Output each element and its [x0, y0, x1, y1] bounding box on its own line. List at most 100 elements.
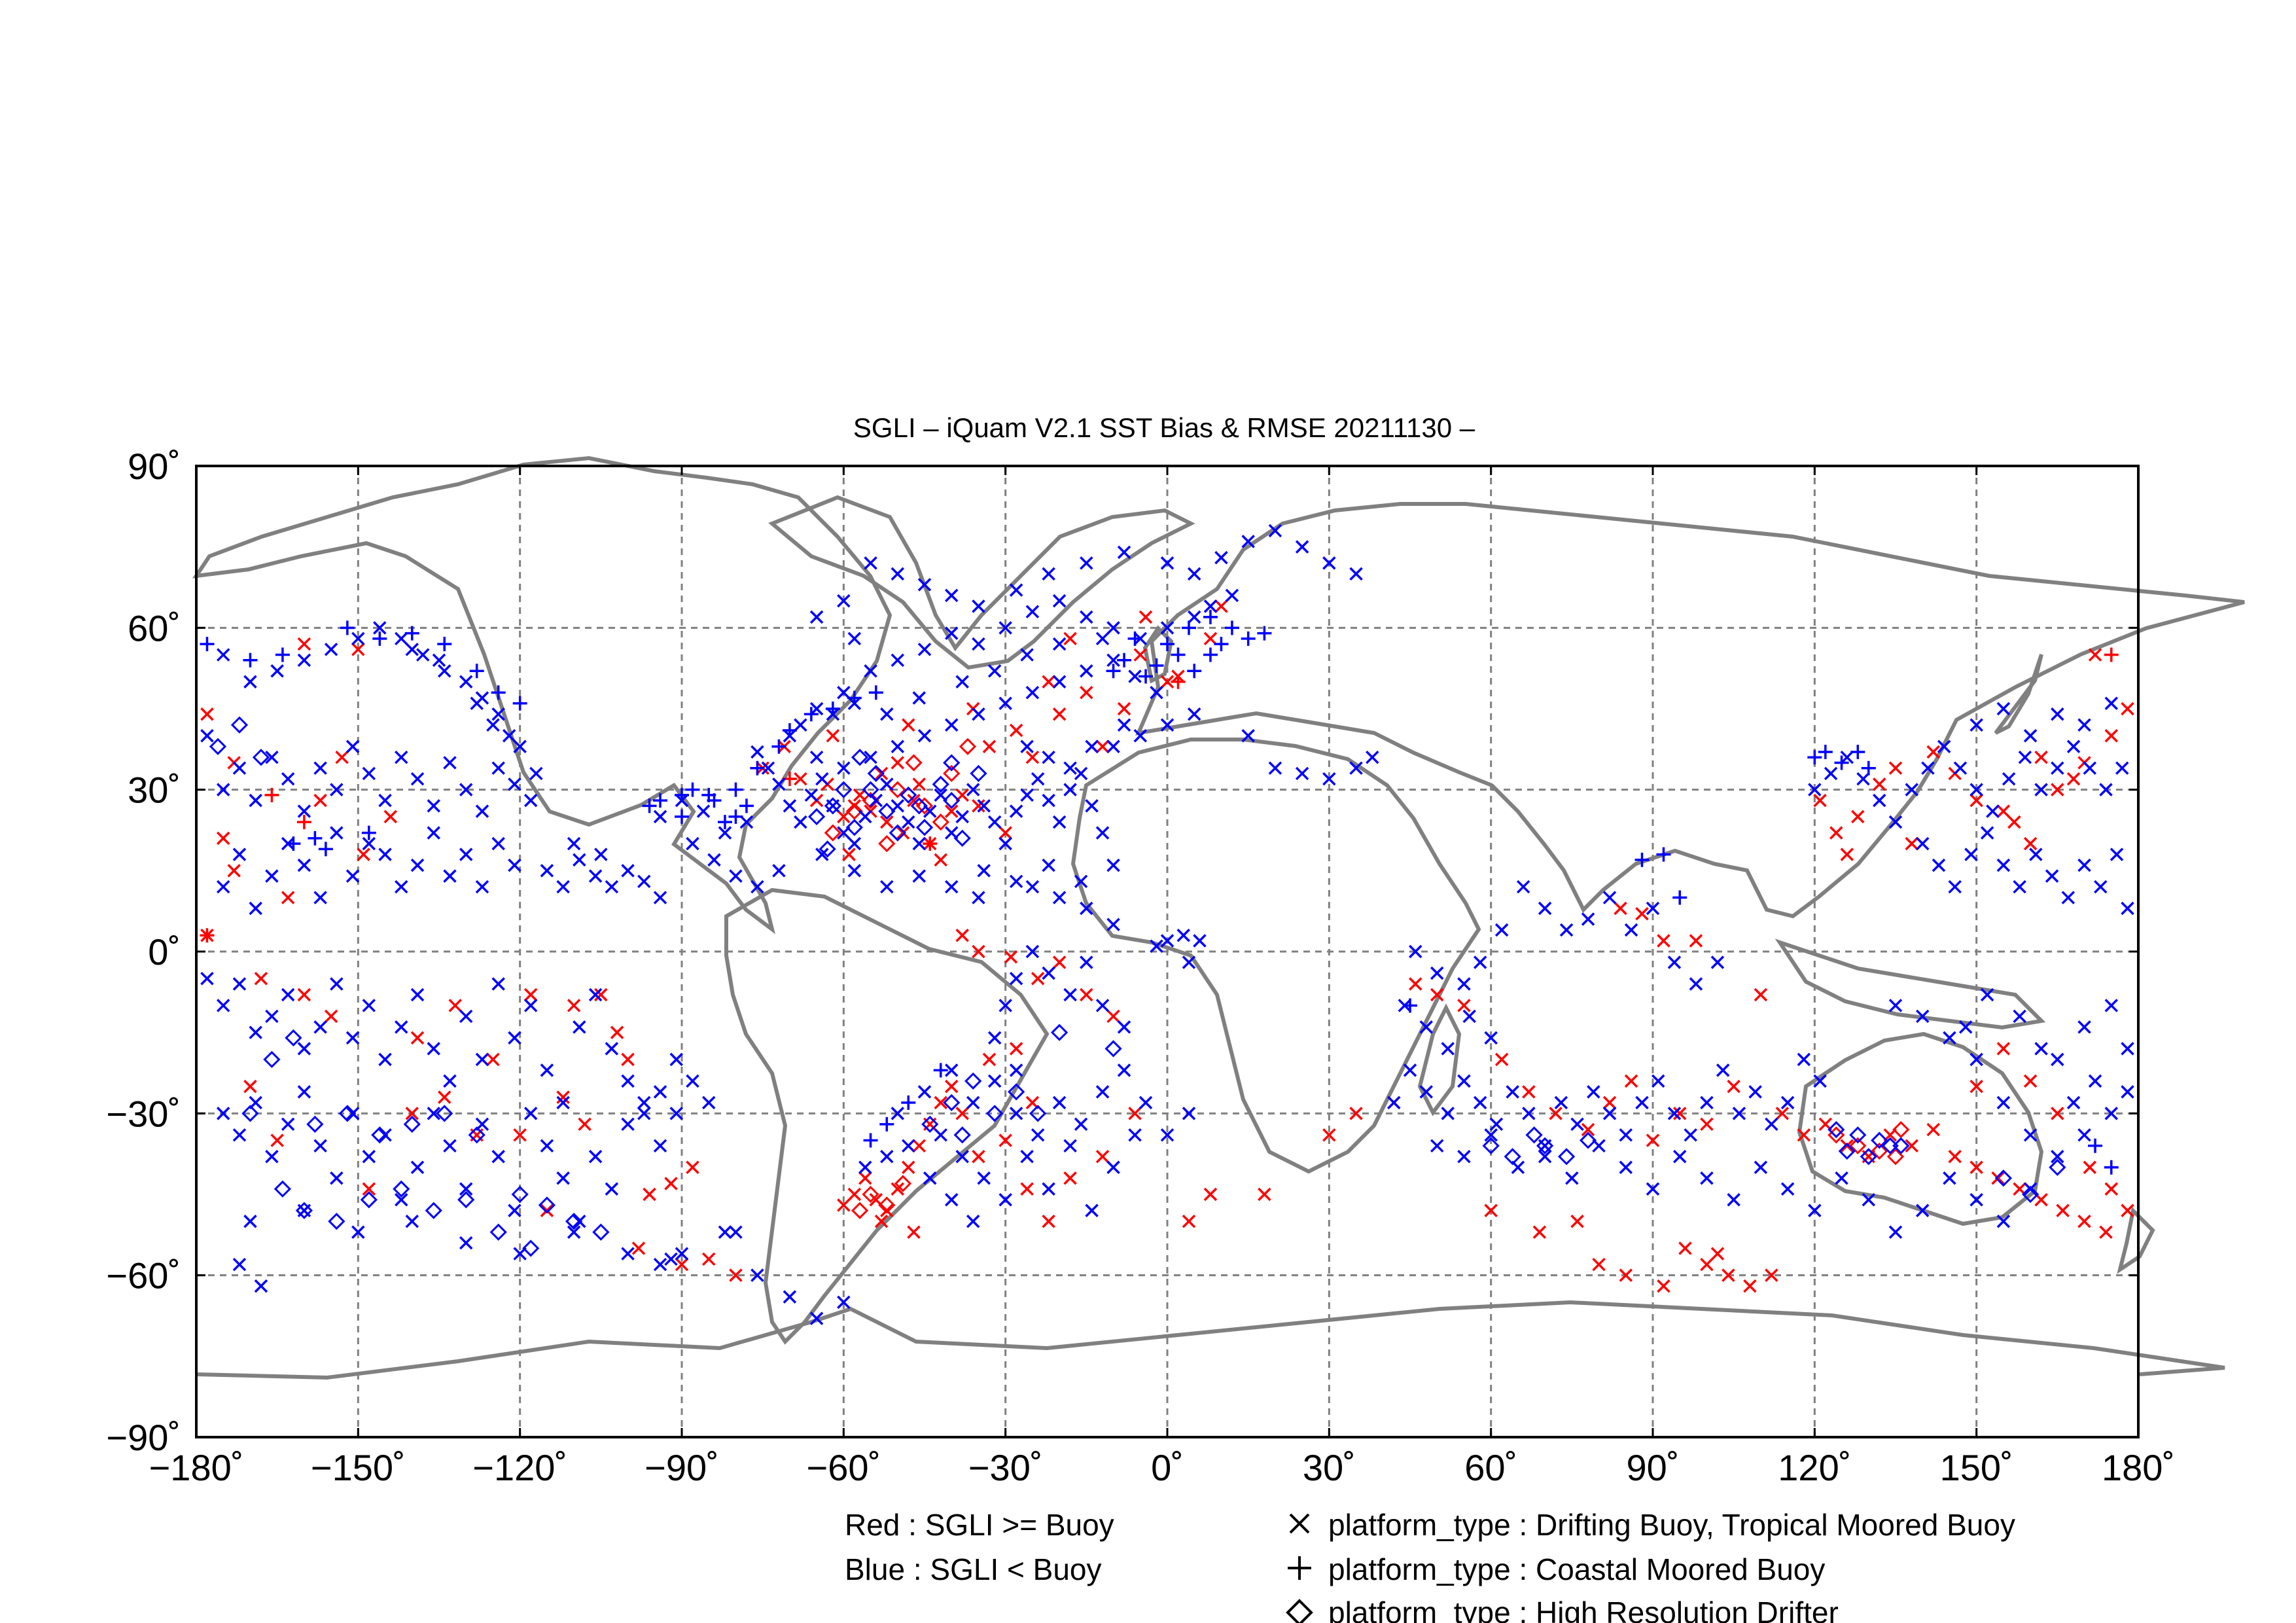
data-point-blue-plus	[750, 760, 765, 776]
data-point-blue-x	[1506, 1085, 1519, 1099]
data-point-blue-x	[1268, 761, 1282, 775]
data-point-blue-diamond	[457, 1191, 475, 1209]
data-point-blue-plus	[771, 739, 786, 754]
data-point-blue-diamond	[1482, 1137, 1500, 1154]
data-point-blue-x	[200, 728, 214, 743]
data-point-blue-x	[837, 686, 851, 700]
data-point-red-x	[794, 772, 807, 786]
data-point-blue-x	[1080, 556, 1093, 570]
data-point-red-plus	[264, 787, 279, 802]
data-point-blue-x	[972, 637, 985, 651]
data-point-red-x	[594, 988, 608, 1002]
data-point-blue-x	[1095, 826, 1110, 840]
data-point-blue-x	[858, 1160, 872, 1175]
legend-plus-marker-label: platform_type : Coastal Moored Buoy	[1328, 1552, 1825, 1586]
madagascar-landmass	[1417, 1003, 1462, 1116]
data-point-blue-x	[443, 869, 457, 883]
data-point-blue-x	[1986, 804, 2000, 818]
x-tick-label: −60˚	[807, 1447, 881, 1488]
data-point-blue-x	[1651, 1074, 1665, 1088]
data-point-red-x	[1926, 1122, 1940, 1137]
data-point-blue-x	[1106, 621, 1120, 635]
data-point-red-x	[243, 1079, 257, 1094]
data-point-blue-x	[944, 1193, 959, 1207]
legend-blue-label: Blue : SGLI < Buoy	[845, 1552, 1102, 1586]
data-point-red-x	[1592, 1257, 1606, 1272]
data-point-red-x	[1494, 1052, 1509, 1067]
data-point-blue-x	[1765, 1117, 1778, 1132]
data-point-blue-x	[1020, 1150, 1034, 1164]
data-point-blue-x	[880, 707, 894, 721]
data-point-red-x	[2023, 836, 2038, 851]
data-point-blue-x	[729, 1225, 743, 1239]
data-point-blue-x	[1080, 610, 1093, 624]
data-point-blue-x	[2121, 1085, 2134, 1099]
data-point-blue-x	[675, 1247, 689, 1260]
data-point-blue-x	[1888, 999, 1903, 1012]
data-point-blue-x	[1366, 750, 1379, 764]
data-point-blue-x	[502, 728, 516, 743]
legend-plus-marker-icon	[1288, 1556, 1311, 1580]
data-point-blue-x	[858, 810, 872, 824]
data-point-blue-diamond	[1579, 1132, 1597, 1149]
data-point-red-diamond	[1871, 1142, 1888, 1160]
data-point-blue-x	[1780, 1096, 1795, 1110]
data-point-red-x	[1052, 707, 1067, 721]
data-point-blue-plus	[879, 1116, 894, 1132]
x-tick-label: −30˚	[968, 1447, 1043, 1488]
legend-x-marker-label: platform_type : Drifting Buoy, Tropical …	[1328, 1508, 2015, 1542]
data-point-blue-x	[1403, 1063, 1417, 1077]
data-point-red-x	[1214, 599, 1228, 613]
data-point-blue-x	[2094, 880, 2108, 894]
data-point-blue-x	[809, 702, 824, 716]
data-point-red-x	[1926, 745, 1940, 759]
data-point-blue-x	[1117, 545, 1131, 560]
data-point-blue-x	[804, 788, 819, 802]
data-point-blue-x	[1430, 966, 1444, 980]
data-point-red-x	[902, 718, 915, 732]
data-point-blue-diamond	[522, 1240, 540, 1257]
data-point-blue-x	[491, 1150, 505, 1164]
y-tick-label: −30˚	[106, 1093, 181, 1134]
data-point-red-x	[1602, 1096, 1617, 1110]
data-point-red-x	[1349, 1107, 1363, 1120]
data-point-blue-x	[772, 777, 786, 791]
data-point-blue-x	[249, 1026, 262, 1039]
data-point-red-x	[880, 815, 894, 829]
data-point-blue-x	[1996, 702, 2011, 716]
data-point-red-x	[1722, 1268, 1735, 1282]
data-point-red-x	[944, 804, 959, 818]
data-point-blue-x	[508, 777, 521, 791]
data-point-blue-plus	[2104, 1160, 2119, 1175]
data-point-blue-x	[313, 1020, 327, 1034]
data-point-blue-x	[923, 1171, 937, 1185]
data-point-blue-x	[232, 1128, 247, 1142]
data-point-blue-plus	[728, 782, 743, 797]
data-point-blue-x	[1025, 880, 1040, 894]
data-point-blue-diamond	[910, 797, 928, 815]
data-point-red-x	[1203, 1187, 1218, 1202]
data-point-blue-diamond	[851, 749, 869, 766]
data-point-blue-x	[573, 1020, 586, 1034]
data-point-blue-x	[1602, 891, 1617, 904]
data-point-red-x	[2056, 1204, 2070, 1217]
data-point-blue-x	[438, 664, 451, 678]
data-point-blue-x	[443, 1139, 457, 1153]
data-point-blue-x	[1667, 955, 1682, 969]
data-point-blue-x	[809, 610, 824, 624]
data-point-blue-plus	[200, 637, 215, 652]
data-point-blue-x	[1943, 1171, 1956, 1185]
data-point-blue-x	[1009, 971, 1023, 986]
data-point-blue-diamond	[819, 840, 836, 858]
data-point-blue-x	[486, 718, 500, 732]
data-point-blue-x	[410, 988, 425, 1002]
data-point-blue-x	[588, 1150, 603, 1164]
data-point-blue-x	[1710, 955, 1725, 969]
data-point-blue-x	[1085, 740, 1099, 753]
data-point-red-x	[874, 1214, 889, 1228]
data-point-red-x	[1813, 793, 1827, 808]
data-point-red-x	[944, 1079, 959, 1094]
data-point-red-x	[998, 826, 1012, 840]
data-point-red-x	[523, 988, 538, 1002]
data-point-blue-x	[254, 1279, 268, 1293]
